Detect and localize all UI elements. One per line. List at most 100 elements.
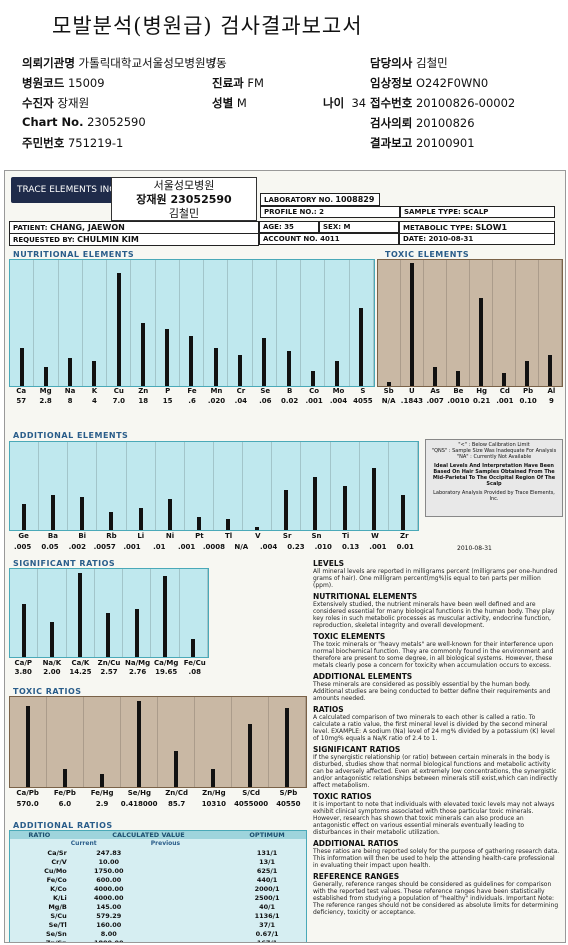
- table-cell: 1800.00: [93, 938, 124, 943]
- header-label: 수진자: [22, 96, 54, 110]
- chart-bar: [400, 494, 405, 530]
- element-label: Pt: [195, 532, 204, 540]
- chart-bar: [26, 706, 30, 787]
- table-row: Cr/V 10.00 13/1: [10, 857, 306, 866]
- table-cell: 2000/1: [254, 884, 280, 893]
- chart-column: [243, 442, 273, 530]
- header-label: 진료과: [212, 76, 244, 90]
- chart-column: [493, 260, 516, 386]
- header-value: M: [233, 96, 247, 110]
- element-value: .020: [207, 397, 226, 405]
- chart-bar: [456, 370, 460, 386]
- header-label: Chart No.: [22, 115, 84, 129]
- header-label: 성별: [212, 96, 234, 110]
- element-label: Bi: [78, 532, 87, 540]
- header-label: 담당의사: [370, 56, 413, 70]
- element-value: 0.10: [519, 397, 537, 405]
- element-value: 4: [91, 397, 97, 405]
- requested-box: REQUESTED BY: CHULMIN KIM: [9, 233, 259, 246]
- chart-bar: [78, 573, 83, 657]
- ratio-value: 19.65: [155, 668, 178, 676]
- table-cell: Cr/V: [51, 857, 67, 866]
- chart-column: [10, 569, 39, 657]
- element-label: S: [360, 387, 366, 395]
- table-cell: K/Li: [53, 893, 67, 902]
- header-row: 진료과 FM: [212, 75, 264, 91]
- header-value: 20100901: [412, 136, 475, 150]
- element-label: Co: [309, 387, 320, 395]
- table-cell: S/Cu: [50, 911, 67, 920]
- header-row: 병원코드 15009: [22, 75, 105, 91]
- info-heading: LEVELS: [313, 559, 345, 568]
- profile-box: PROFILE NO.: 2: [260, 206, 400, 218]
- element-value: .0010: [447, 397, 470, 405]
- element-label: Tl: [225, 532, 233, 540]
- element-label: U: [409, 387, 415, 395]
- element-label: Al: [547, 387, 556, 395]
- chart-bar: [137, 700, 141, 787]
- nutritional-labels: Ca Mg Na K Cu Zn P Fe Mn Cr Se B Co Mo S: [9, 387, 375, 395]
- element-label: Ba: [47, 532, 58, 540]
- chart-column: [424, 260, 447, 386]
- table-cell: [149, 857, 228, 866]
- header-label: 결과보고: [370, 136, 413, 150]
- ratio-value: 14.25: [69, 668, 92, 676]
- chart-bar: [335, 360, 340, 386]
- chart-bar: [342, 486, 347, 530]
- element-label: Mg: [39, 387, 52, 395]
- significant-chart: [9, 568, 209, 658]
- chart-column: [156, 442, 185, 530]
- chart-bar: [196, 516, 201, 530]
- account-box: ACCOUNT NO. 4011: [259, 233, 399, 245]
- chart-bar: [134, 608, 139, 657]
- element-label: Ti: [342, 532, 350, 540]
- header-row: / -: [212, 55, 224, 69]
- element-value: .004: [329, 397, 348, 405]
- table-cell: 0.67/1: [255, 929, 279, 938]
- info-heading: REFERENCE RANGES: [313, 872, 400, 881]
- header-value: 20100826-00002: [412, 96, 516, 110]
- element-label: B: [287, 387, 293, 395]
- element-label: Be: [453, 387, 464, 395]
- chart-bar: [255, 527, 260, 530]
- table-cell: [149, 866, 228, 875]
- element-value: 57: [16, 397, 27, 405]
- element-value: 2.8: [39, 397, 52, 405]
- chart-column: [253, 260, 277, 386]
- chart-bar: [167, 499, 172, 530]
- info-heading: SIGNIFICANT RATIOS: [313, 745, 401, 754]
- table-cell: 1136/1: [254, 911, 280, 920]
- additional-ratio-title: ADDITIONAL RATIOS: [13, 821, 113, 830]
- additional-chart: [9, 441, 419, 531]
- chart-column: [97, 442, 127, 530]
- ratio-label: Ca/Pb: [16, 789, 39, 797]
- ratio-label: Ca/Mg: [153, 659, 179, 667]
- ratio-value: 570.0: [16, 800, 39, 808]
- lab-number-box: LABORATORY NO. 1008829: [260, 193, 380, 206]
- element-value: .001: [496, 397, 514, 405]
- element-value: .001: [369, 543, 387, 551]
- element-value: 0.21: [472, 397, 491, 405]
- chart-bar: [359, 307, 364, 386]
- ratio-value: 2.76: [128, 668, 147, 676]
- header-label: 병원코드: [22, 76, 65, 90]
- table-cell: Cu/Mo: [44, 866, 67, 875]
- chart-bar: [410, 262, 414, 386]
- chart-bar: [92, 360, 97, 386]
- ratio-value: .08: [188, 668, 201, 676]
- ratio-value: 40550: [276, 800, 301, 808]
- element-value: .6: [188, 397, 196, 405]
- chart-bar: [226, 519, 231, 530]
- chart-bar: [286, 350, 291, 386]
- info-heading: TOXIC ELEMENTS: [313, 632, 386, 641]
- chart-column: [277, 260, 302, 386]
- chart-bar: [191, 639, 196, 657]
- chart-bar: [106, 613, 111, 657]
- chart-bar: [248, 724, 252, 787]
- table-cell: 160.00: [96, 920, 122, 929]
- additional-ratio-table: RATIO CALCULATED VALUE OPTIMUM Current Pr…: [9, 830, 307, 943]
- header-value: O242F0WN0: [412, 76, 489, 90]
- header-value: 15009: [64, 76, 105, 90]
- lab-report: TRACE ELEMENTS INC. 서울성모병원 장재원 23052590 …: [4, 170, 566, 943]
- chart-column: [123, 569, 152, 657]
